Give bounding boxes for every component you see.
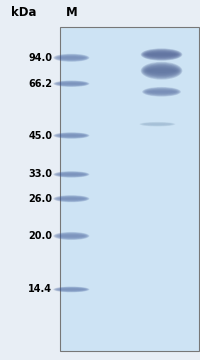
Ellipse shape [54, 287, 88, 292]
Ellipse shape [54, 81, 88, 87]
Ellipse shape [55, 288, 87, 291]
Ellipse shape [53, 81, 89, 87]
Ellipse shape [144, 51, 177, 58]
Ellipse shape [143, 88, 179, 96]
Ellipse shape [54, 196, 88, 202]
Ellipse shape [56, 197, 86, 201]
Ellipse shape [143, 51, 178, 58]
Ellipse shape [55, 233, 87, 239]
Ellipse shape [54, 54, 88, 62]
Ellipse shape [56, 288, 86, 291]
Ellipse shape [143, 88, 178, 95]
Text: M: M [65, 6, 77, 19]
Text: 33.0: 33.0 [28, 170, 52, 179]
Ellipse shape [141, 63, 181, 79]
Ellipse shape [54, 171, 88, 177]
Ellipse shape [144, 89, 177, 95]
Ellipse shape [55, 287, 87, 292]
Ellipse shape [53, 54, 89, 62]
Ellipse shape [54, 132, 88, 139]
Ellipse shape [54, 81, 88, 86]
Ellipse shape [53, 132, 89, 139]
Ellipse shape [53, 195, 89, 202]
Ellipse shape [54, 232, 88, 240]
Ellipse shape [53, 287, 89, 292]
Text: 20.0: 20.0 [28, 231, 52, 241]
Ellipse shape [54, 195, 88, 202]
Ellipse shape [56, 134, 86, 138]
Text: 66.2: 66.2 [28, 79, 52, 89]
Ellipse shape [54, 233, 88, 239]
Ellipse shape [53, 232, 89, 240]
Ellipse shape [139, 122, 174, 126]
Ellipse shape [141, 87, 180, 97]
Ellipse shape [55, 55, 87, 61]
Ellipse shape [54, 287, 88, 292]
Ellipse shape [54, 133, 88, 138]
Ellipse shape [54, 172, 88, 177]
Ellipse shape [142, 87, 179, 96]
Ellipse shape [56, 234, 86, 238]
Ellipse shape [55, 196, 87, 201]
Ellipse shape [143, 50, 179, 59]
Ellipse shape [142, 64, 179, 77]
Ellipse shape [145, 89, 177, 95]
Ellipse shape [56, 82, 86, 86]
Ellipse shape [55, 196, 87, 201]
Ellipse shape [143, 66, 178, 76]
Ellipse shape [55, 133, 87, 138]
Ellipse shape [141, 49, 180, 60]
Ellipse shape [141, 49, 181, 60]
Ellipse shape [54, 54, 88, 61]
Ellipse shape [55, 233, 87, 239]
Ellipse shape [56, 172, 86, 176]
Ellipse shape [55, 134, 87, 138]
Ellipse shape [55, 172, 87, 177]
Ellipse shape [53, 171, 89, 178]
Text: kDa: kDa [11, 6, 37, 19]
Ellipse shape [56, 55, 86, 60]
Ellipse shape [141, 63, 180, 78]
Ellipse shape [55, 81, 87, 86]
Ellipse shape [55, 172, 87, 177]
Text: 45.0: 45.0 [28, 131, 52, 140]
Bar [60, 27, 198, 351]
Ellipse shape [55, 82, 87, 86]
Ellipse shape [140, 62, 181, 80]
Ellipse shape [142, 50, 179, 59]
Text: 26.0: 26.0 [28, 194, 52, 204]
Ellipse shape [139, 122, 175, 126]
Text: 14.4: 14.4 [28, 284, 52, 294]
Ellipse shape [55, 55, 87, 60]
Ellipse shape [143, 65, 179, 77]
Text: 94.0: 94.0 [28, 53, 52, 63]
Ellipse shape [140, 48, 181, 61]
Ellipse shape [140, 122, 173, 126]
Ellipse shape [144, 66, 177, 75]
